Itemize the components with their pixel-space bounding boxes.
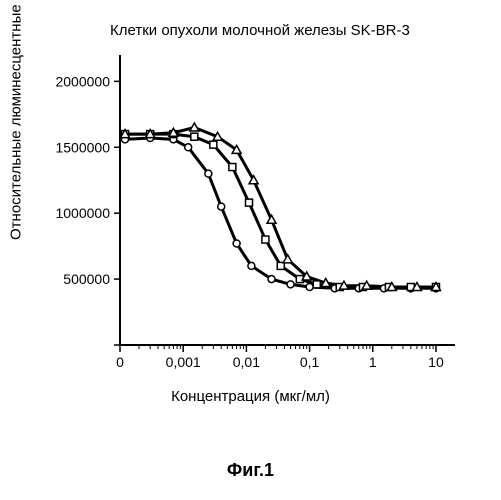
x-tick-label: 10	[428, 354, 444, 370]
square-marker	[313, 281, 320, 288]
circle-marker	[287, 281, 294, 288]
x-tick-label: 1	[369, 354, 377, 370]
square-marker	[229, 164, 236, 171]
y-axis-label: Относительные люминесцентные единицы	[8, 0, 25, 240]
square-marker	[246, 199, 253, 206]
circle-marker	[185, 144, 192, 151]
square-marker	[210, 141, 217, 148]
x-tick-label: 0	[116, 354, 124, 370]
y-tick-label: 1000000	[55, 205, 110, 221]
circle-marker	[218, 203, 225, 210]
figure-caption: Фиг.1	[0, 460, 501, 481]
square-marker	[191, 133, 198, 140]
x-tick-label: 0,001	[166, 354, 201, 370]
triangle-marker	[283, 255, 292, 263]
y-tick-label: 500000	[63, 271, 110, 287]
chart-title: Клетки опухоли молочной железы SK-BR-3	[110, 22, 410, 39]
circle-marker	[306, 284, 313, 291]
x-axis-label: Концентрация (мкг/мл)	[0, 388, 501, 405]
y-tick-label: 2000000	[55, 73, 110, 89]
circle-marker	[233, 240, 240, 247]
circle-marker	[268, 276, 275, 283]
dose-response-chart: 500000 1000000 1500000 2000000 0 0,001 0,01 0,1…	[0, 0, 501, 500]
x-tick-label: 0,1	[300, 354, 320, 370]
square-marker	[262, 236, 269, 243]
x-tick-label: 0,01	[233, 354, 260, 370]
circle-marker	[205, 170, 212, 177]
y-tick-label: 1500000	[55, 139, 110, 155]
figure-wrap: Клетки опухоли молочной железы SK-BR-3 О…	[0, 0, 501, 500]
circle-marker	[248, 262, 255, 269]
